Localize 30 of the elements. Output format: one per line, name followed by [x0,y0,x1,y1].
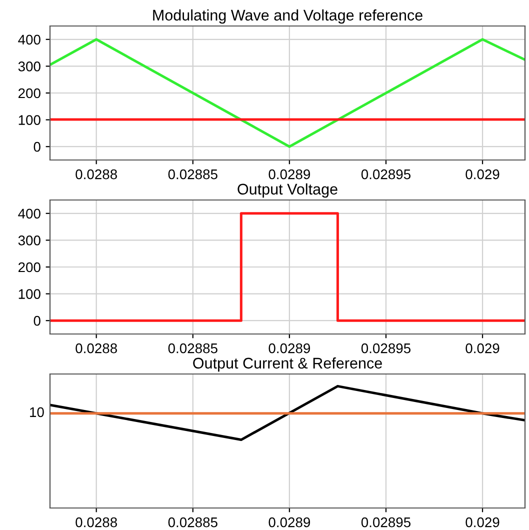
line-series [50,38,525,148]
x-tick-label: 0.0288 [76,517,117,528]
x-tick-label: 0.0289 [268,517,310,528]
y-tick-label: 0 [34,316,40,326]
x-tick-label: 0.02885 [168,517,218,528]
y-tick-label: 100 [18,115,40,125]
x-tick-label: 0.029 [466,169,500,180]
x-tick-label: 0.02885 [168,169,218,180]
x-tick-label: 0.02895 [361,343,410,354]
x-tick-label: 0.029 [466,343,500,354]
x-tick-label: 0.02895 [361,517,410,528]
x-tick-label: 0.02895 [361,169,410,180]
x-tick-label: 0.0288 [76,169,117,180]
x-tick-label: 0.0288 [76,343,117,354]
annotation: 10 [30,407,44,418]
chart-title: Output Current & Reference [193,357,382,372]
x-tick-label: 0.02885 [168,343,218,354]
y-tick-label: 100 [18,289,40,299]
x-tick-label: 0.0289 [268,343,310,354]
y-tick-label: 200 [18,262,40,272]
y-tick-label: 400 [18,208,40,219]
y-tick-label: 200 [18,88,40,98]
y-tick-label: 300 [18,62,40,72]
y-tick-label: 300 [18,236,40,246]
chart-title: Modulating Wave and Voltage reference [153,9,422,24]
x-tick-label: 0.0289 [268,169,310,180]
y-tick-label: 400 [18,34,40,45]
x-tick-label: 0.029 [466,517,500,528]
y-tick-label: 0 [34,142,40,152]
chart-title: Output Voltage [238,183,338,198]
